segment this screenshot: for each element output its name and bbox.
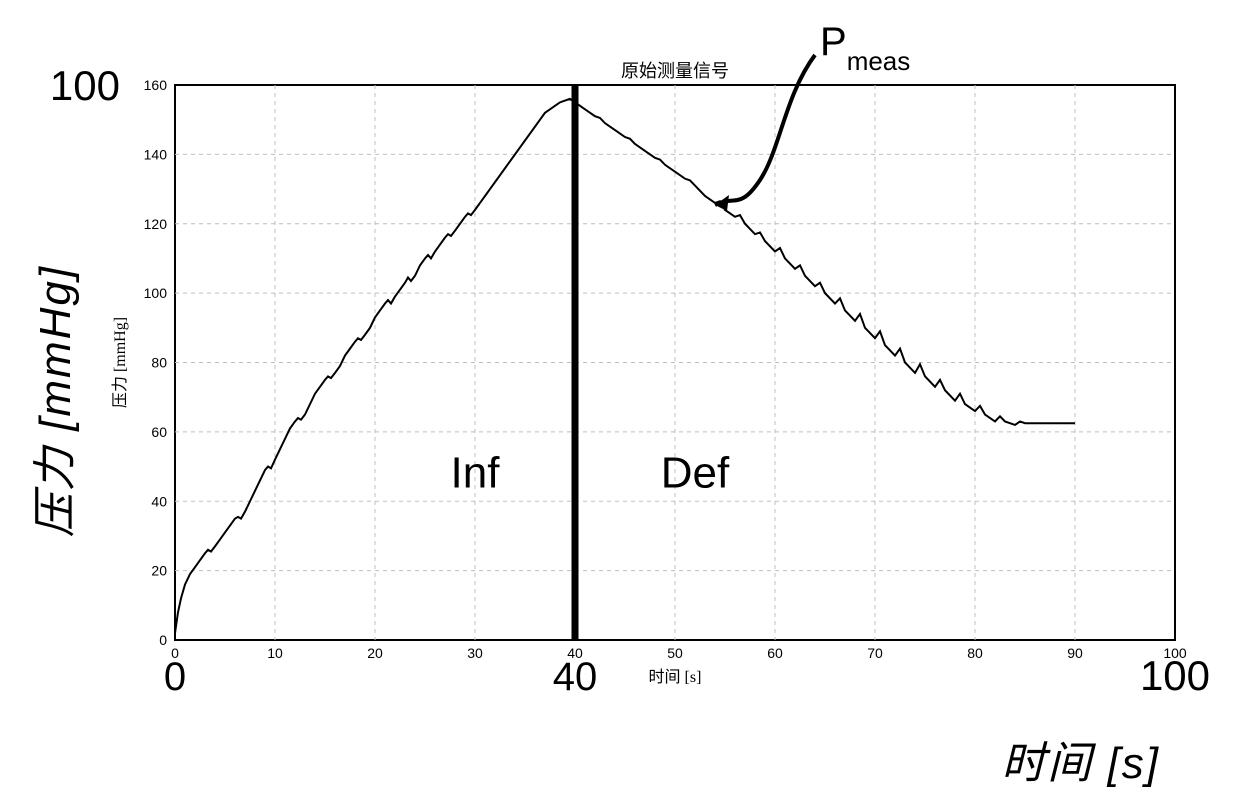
inner-x-axis-label: 时间 [s]: [649, 668, 702, 686]
outer-x-tick: 0: [164, 655, 186, 699]
chart-title: 原始测量信号: [621, 61, 729, 81]
chart-svg: 0 10 20 30 40 50 60 70 80 90 100 0 20 40 60 80 100 120 140…: [0, 0, 1240, 801]
x-tick-label: 50: [667, 645, 683, 661]
x-tick-label: 70: [867, 645, 883, 661]
y-tick-label: 40: [151, 493, 167, 509]
pmeas-label: Pmeas: [820, 20, 910, 76]
y-tick-label: 100: [144, 285, 168, 301]
outer-x-tick: 100: [1140, 652, 1210, 699]
pressure-curve: [175, 99, 1075, 633]
x-tick-label: 80: [967, 645, 983, 661]
def-region-label: Def: [661, 448, 730, 497]
x-tick-label: 60: [767, 645, 783, 661]
y-tick-label: 160: [144, 77, 168, 93]
y-tick-label: 140: [144, 146, 168, 162]
y-tick-label: 20: [151, 563, 167, 579]
y-tick-label: 60: [151, 424, 167, 440]
x-tick-label: 10: [267, 645, 283, 661]
pmeas-arrow: [715, 55, 815, 205]
x-tick-label: 90: [1067, 645, 1083, 661]
y-tick-label: 80: [151, 355, 167, 371]
inf-region-label: Inf: [451, 448, 501, 497]
x-tick-label: 30: [467, 645, 483, 661]
outer-x-tick: 40: [553, 655, 598, 699]
figure-container: 0 10 20 30 40 50 60 70 80 90 100 0 20 40 60 80 100 120 140…: [0, 0, 1240, 801]
outer-y-tick: 100: [50, 62, 120, 109]
outer-y-axis-label: 压力 [mmHg]: [19, 264, 83, 536]
inner-y-axis-label: 压力 [mmHg]: [111, 317, 129, 408]
y-tick-label: 0: [159, 632, 167, 648]
y-tick-label: 120: [144, 216, 168, 232]
outer-x-axis-label: 时间 [s]: [1001, 727, 1160, 791]
x-tick-label: 20: [367, 645, 383, 661]
